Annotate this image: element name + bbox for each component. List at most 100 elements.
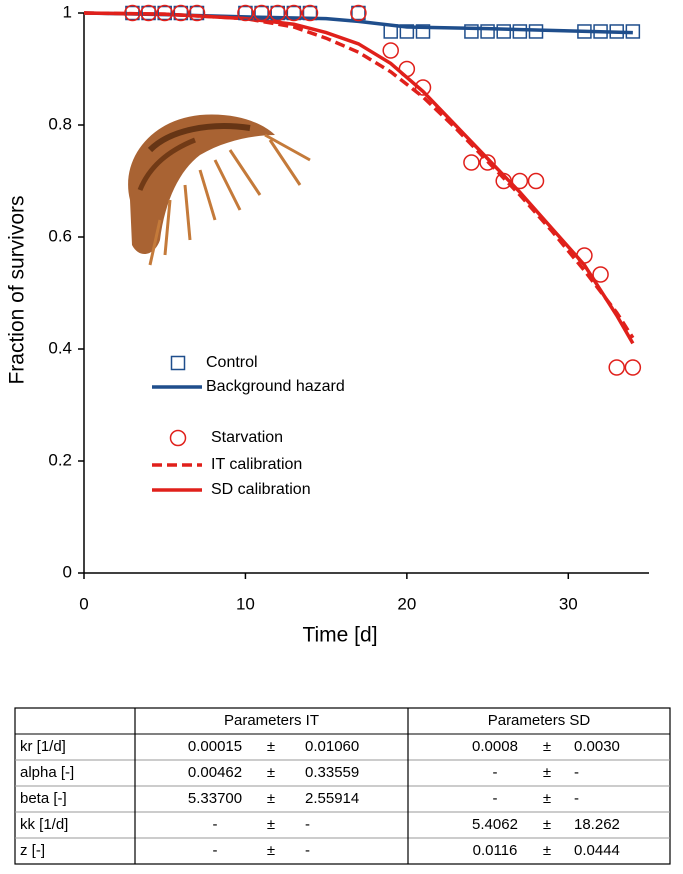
- fit-line: [83, 11, 635, 339]
- circle-marker: [608, 359, 625, 376]
- square-marker: [577, 24, 592, 39]
- circle-marker: [301, 4, 319, 22]
- circle-marker: [253, 4, 270, 22]
- table-cell: -: [305, 816, 310, 833]
- square-marker: [351, 5, 366, 21]
- legend-label: IT calibration: [211, 456, 302, 473]
- legend-label: Control: [206, 354, 258, 371]
- table-cell: -: [493, 764, 498, 781]
- table-cell: 0.33559: [305, 764, 359, 781]
- square-marker: [399, 24, 415, 39]
- circle-marker: [169, 429, 187, 447]
- square-marker: [254, 5, 269, 21]
- x-tick-label: 30: [559, 594, 578, 613]
- table-cell: 18.262: [574, 816, 620, 833]
- table-cell: -: [213, 842, 218, 859]
- circle-marker: [124, 4, 141, 22]
- table-cell: -: [574, 790, 579, 807]
- table-cell: ±: [267, 790, 275, 807]
- row-label: kk [1/d]: [20, 816, 68, 833]
- y-tick-label: 0.8: [48, 114, 72, 133]
- square-marker: [170, 355, 186, 371]
- table-cell: 0.00462: [188, 764, 242, 781]
- table-cell: ±: [543, 738, 551, 755]
- row-label: alpha [-]: [20, 764, 74, 781]
- square-marker: [496, 24, 511, 39]
- square-marker: [609, 24, 624, 39]
- table-cell: ±: [543, 764, 551, 781]
- y-tick-label: 0: [63, 562, 72, 581]
- circle-marker: [237, 4, 254, 22]
- circle-marker: [172, 4, 190, 22]
- legend-label: SD calibration: [211, 481, 311, 498]
- table-cell: 0.00015: [188, 738, 242, 755]
- circle-marker: [382, 42, 399, 59]
- x-axis-label: Time [d]: [302, 624, 377, 647]
- square-marker: [512, 24, 528, 39]
- circle-marker: [285, 4, 303, 22]
- square-marker: [383, 24, 398, 39]
- table-cell: -: [213, 816, 218, 833]
- circle-marker: [624, 359, 642, 376]
- row-label: z [-]: [20, 842, 45, 859]
- table-cell: 2.55914: [305, 790, 359, 807]
- table-cell: ±: [267, 842, 275, 859]
- circle-marker: [576, 247, 593, 264]
- y-tick-label: 1: [63, 2, 72, 21]
- circle-marker: [511, 172, 529, 190]
- circle-marker: [527, 172, 545, 190]
- y-tick-label: 0.4: [48, 338, 72, 357]
- legend-label: Starvation: [211, 429, 283, 446]
- circle-marker: [269, 4, 286, 22]
- square-marker: [125, 5, 140, 21]
- table-cell: -: [305, 842, 310, 859]
- table-cell: 5.4062: [472, 816, 518, 833]
- table-cell: ±: [267, 764, 275, 781]
- y-axis-label: Fraction of survivors: [6, 195, 29, 384]
- table-cell: -: [574, 764, 579, 781]
- circle-marker: [398, 60, 416, 78]
- table-cell: ±: [543, 790, 551, 807]
- table-cell: 0.01060: [305, 738, 359, 755]
- square-marker: [238, 5, 253, 21]
- table-cell: 0.0008: [472, 738, 518, 755]
- circle-marker: [156, 4, 173, 22]
- x-tick-label: 0: [79, 594, 88, 613]
- square-marker: [302, 5, 318, 21]
- circle-marker: [350, 4, 367, 22]
- square-marker: [270, 5, 285, 21]
- square-marker: [189, 5, 205, 21]
- circle-marker: [188, 4, 206, 22]
- x-tick-label: 10: [236, 594, 255, 613]
- circle-marker: [479, 154, 496, 171]
- table-cell: -: [493, 790, 498, 807]
- table-cell: ±: [267, 738, 275, 755]
- table-cell: 0.0030: [574, 738, 620, 755]
- circle-marker: [414, 79, 432, 96]
- square-marker: [528, 24, 544, 39]
- amphipod-photo: [128, 114, 311, 266]
- circle-marker: [463, 154, 480, 171]
- y-tick-label: 0.6: [48, 226, 72, 245]
- table-cell: ±: [267, 816, 275, 833]
- x-tick-label: 20: [397, 594, 416, 613]
- square-marker: [286, 5, 302, 21]
- y-tick-label: 0.2: [48, 450, 72, 469]
- table-header: Parameters SD: [488, 712, 591, 729]
- square-marker: [593, 24, 608, 39]
- row-label: beta [-]: [20, 790, 67, 807]
- circle-marker: [592, 266, 609, 283]
- square-marker: [480, 24, 495, 39]
- square-marker: [173, 5, 189, 21]
- circle-marker: [495, 172, 512, 190]
- table-cell: ±: [543, 842, 551, 859]
- square-marker: [464, 24, 479, 39]
- table-header: Parameters IT: [224, 712, 319, 729]
- circle-marker: [140, 4, 157, 22]
- square-marker: [157, 5, 172, 21]
- table-cell: ±: [543, 816, 551, 833]
- square-marker: [625, 24, 641, 39]
- square-marker: [415, 24, 431, 39]
- table-cell: 0.0116: [473, 842, 518, 859]
